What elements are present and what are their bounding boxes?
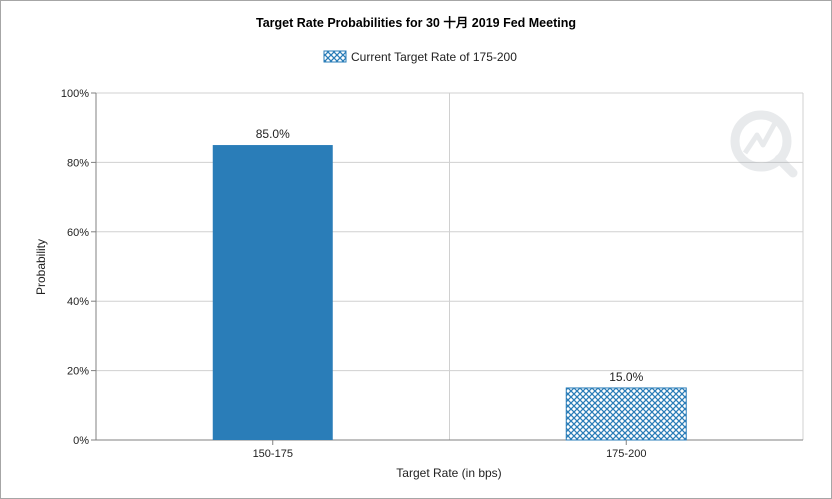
chart-title: Target Rate Probabilities for 30 十月 2019…: [256, 15, 576, 30]
x-tick-label-175-200: 175-200: [606, 448, 646, 460]
legend: Current Target Rate of 175-200: [323, 50, 517, 64]
x-axis-label: Target Rate (in bps): [396, 466, 501, 480]
gridlines: [95, 92, 804, 441]
bar-150-175: [212, 145, 333, 441]
y-axis-label: Probability: [34, 239, 48, 295]
data-label-175-200: 15.0%: [609, 370, 643, 384]
legend-label-current-target-rate: Current Target Rate of 175-200: [351, 50, 517, 64]
legend-swatch-current-target-rate: [323, 50, 347, 63]
y-tick-label: 100%: [61, 88, 89, 100]
y-tick-label: 20%: [67, 366, 89, 378]
y-axis-ticks: 0% 20% 40% 60% 80% 100%: [61, 88, 96, 447]
data-label-150-175: 85.0%: [256, 127, 290, 141]
y-tick-label: 60%: [67, 227, 89, 239]
bars: 85.0% 15.0%: [212, 127, 687, 441]
y-tick-label: 40%: [67, 296, 89, 308]
x-tick-label-150-175: 150-175: [253, 448, 293, 460]
y-tick-label: 80%: [67, 157, 89, 169]
bar-175-200: [565, 387, 687, 441]
x-axis-ticks: 150-175 175-200: [253, 440, 646, 460]
watermark-logo: [730, 110, 798, 178]
y-tick-label: 0%: [73, 435, 89, 447]
